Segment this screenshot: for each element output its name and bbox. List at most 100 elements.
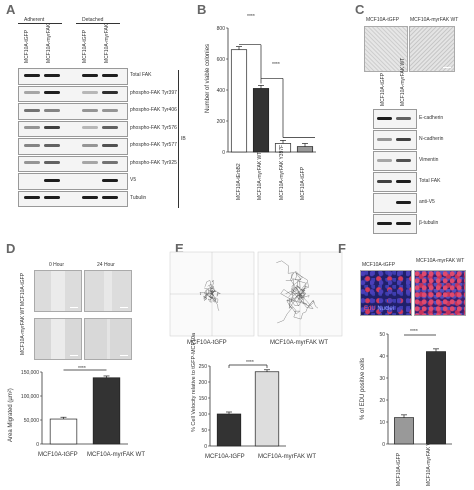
blot-a-band <box>82 91 98 95</box>
f-stain-nuclei: Nuclei <box>377 306 395 312</box>
bar <box>394 417 414 445</box>
blot-a-band <box>102 126 118 130</box>
cell-track <box>210 280 216 295</box>
e-track-label-1: MCF10A-tGFP <box>187 340 227 346</box>
y-tick-label: 50,000 <box>24 418 40 424</box>
cell-track <box>203 292 213 301</box>
blot-a-row-label: phospho-FAK Tyr925 <box>130 159 177 166</box>
blot-c-band <box>396 116 411 120</box>
y-tick-label: 0 <box>382 442 385 448</box>
blot-c-row <box>373 193 417 213</box>
blot-a-row-label: phospho-FAK Tyr577 <box>130 142 177 148</box>
blot-a-band <box>44 108 60 112</box>
cell-track <box>288 293 303 309</box>
group-detached-label: Detached <box>82 17 104 23</box>
y-tick-label: 50 <box>379 332 385 338</box>
c-img-label-2: MCF10A-myrFAK WT <box>410 17 459 23</box>
blot-a-band <box>24 143 40 147</box>
blot-a-band <box>24 161 40 165</box>
blot-a-band <box>82 126 98 130</box>
panel-b-letter: B <box>197 2 207 17</box>
c-img-label-1: MCF10A-tGFP <box>366 17 400 23</box>
f-img-label-1: MCF10A-tGFP <box>362 262 396 268</box>
y-tick-label: 20 <box>379 398 385 404</box>
cell-track <box>207 284 217 295</box>
scale-bar <box>443 66 451 68</box>
cell-track <box>299 282 308 300</box>
blot-a-band <box>24 91 40 95</box>
chart-e-xlabel-2: MCF10A-myrFAK WT <box>258 454 316 460</box>
blot-c-band <box>396 137 411 141</box>
cell-track <box>209 293 215 299</box>
blot-c-row-label: anti-V5 <box>419 199 435 205</box>
blot-a-row-label: Total FAK <box>130 72 152 78</box>
chart-d-xlabel-1: MCF10A-tGFP <box>38 452 78 458</box>
f-stain-edu: EdU <box>364 306 376 312</box>
y-tick-label: 600 <box>217 57 226 63</box>
blot-c-band <box>396 179 411 183</box>
e-track-label-2: MCF10A-myrFAK WT <box>270 340 328 346</box>
y-tick-label: 100,000 <box>21 394 39 400</box>
cell-track <box>293 278 305 295</box>
d-image-myrfak-24h <box>84 318 132 360</box>
blot-c-band <box>377 158 392 162</box>
blot-a-band <box>44 178 60 182</box>
blot-a-band <box>102 161 118 165</box>
chart-f-xlabel-1: MCF10A-tGFP <box>396 452 402 486</box>
blot-a-band <box>24 126 40 130</box>
panel-e-letter: E <box>175 241 184 256</box>
blot-c-band <box>396 221 411 225</box>
panel-c-letter: C <box>355 2 365 17</box>
blot-a-row <box>18 120 128 137</box>
cell-track <box>280 289 301 301</box>
bar <box>426 351 446 445</box>
blot-a-band <box>102 108 118 112</box>
blot-a-band <box>82 196 98 200</box>
blot-a-band <box>44 161 60 165</box>
panel-a-letter: A <box>6 2 16 17</box>
cell-track <box>204 280 213 295</box>
cell-track <box>204 287 214 295</box>
blot-a-band <box>82 161 98 165</box>
y-tick-label: 800 <box>217 26 226 32</box>
blot-a-row <box>18 155 128 172</box>
blot-c-row-label: Vimentin <box>419 157 439 163</box>
chart-d-sig: **** <box>78 366 86 372</box>
d-time-24h: 24 Hour <box>97 262 115 268</box>
blot-c-band <box>377 179 392 183</box>
blot-a-band <box>44 143 60 147</box>
cell-track <box>296 280 307 300</box>
blot-a-row-label: V5 <box>130 177 137 183</box>
blot-c-band <box>377 116 392 120</box>
y-tick-label: 150 <box>199 396 208 402</box>
blot-a-band <box>24 196 40 200</box>
blot-a-band <box>44 126 60 130</box>
blot-a-band <box>102 196 118 200</box>
blot-c-band <box>377 137 392 141</box>
blot-a-band <box>44 196 60 200</box>
chart-b-sig-top: **** <box>247 14 255 20</box>
d-image-myrfak-0h <box>34 318 82 360</box>
blot-a-row <box>18 138 128 155</box>
blot-c-row-label: N-cadherin <box>419 136 444 142</box>
chart-d-xlabel-2: MCF10A-myrFAK WT <box>87 452 145 458</box>
blot-a-band <box>24 108 40 112</box>
blot-a-band <box>44 73 60 77</box>
group-detached-line <box>76 23 120 24</box>
f-img-label-2: MCF10A-myrFAK WT <box>416 258 465 264</box>
d-image-tgfp-0h <box>34 270 82 312</box>
group-adherent-label: Adherent <box>24 17 45 23</box>
y-tick-label: 100 <box>199 412 208 418</box>
cell-track <box>285 271 309 295</box>
blot-c-row <box>373 109 417 129</box>
blot-a-row <box>18 68 128 85</box>
blot-c-row-label: Total FAK <box>419 178 441 184</box>
blot-a-band <box>82 73 98 77</box>
cell-track <box>292 285 308 305</box>
blot-c-row-label: E-cadherin <box>419 115 444 121</box>
y-tick-label: 250 <box>199 364 208 370</box>
blot-a-row <box>18 85 128 102</box>
chart-f-xlabel-2: MCF10A-myrFAK WT <box>426 437 432 486</box>
cell-track <box>286 290 301 306</box>
